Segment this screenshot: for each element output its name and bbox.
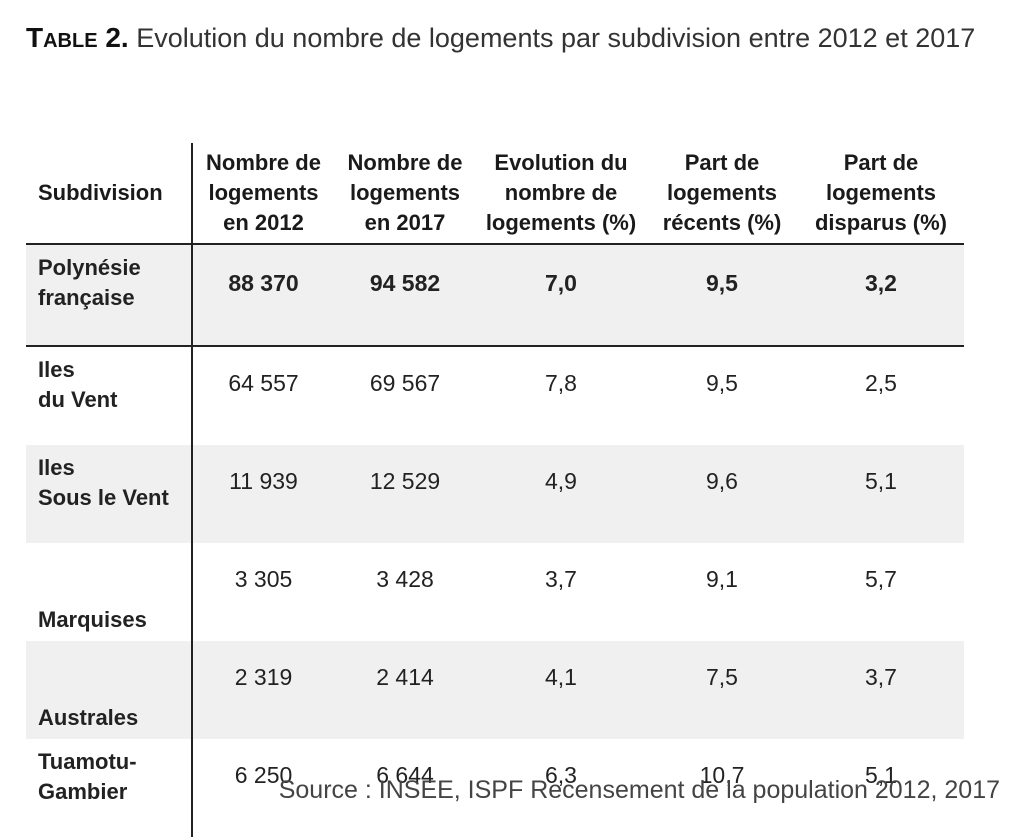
cell-logements-2017: 69 567 — [369, 370, 441, 396]
cell-part-recents: 9,6 — [646, 445, 798, 543]
cell-part-disparus: 5,1 — [865, 762, 897, 788]
cell-logements-2017: 2 414 — [334, 641, 476, 739]
cell-logements-2012: 6 250 — [234, 762, 293, 788]
cell-part-disparus: 3,2 — [798, 244, 964, 347]
header-logements-2012: Nombre de logements en 2012 — [192, 143, 334, 245]
header-subdivision: Subdivision — [26, 143, 193, 245]
cell-part-disparus: 3,7 — [798, 641, 964, 739]
cell-part-recents: 7,5 — [646, 641, 798, 739]
row-subdivision-name: Tuamotu- Gambier — [26, 739, 193, 837]
cell-evolution: 4,1 — [476, 641, 646, 739]
header-line: Part de — [843, 150, 919, 175]
cell-logements-2012: 11 939 — [192, 445, 334, 543]
cell-part-disparus: 5,7 — [865, 566, 897, 592]
header-line: Nombre de — [347, 150, 463, 175]
row-subdivision-name: Polynésie française — [26, 244, 193, 347]
table-row-iles-du-vent: Iles du Vent 64 557 69 567 7,8 9,5 2,5 — [26, 346, 964, 445]
cell-evolution: 6,3 — [545, 762, 577, 788]
cell-logements-2017: 94 582 — [334, 244, 476, 347]
header-line: Evolution du — [494, 150, 628, 175]
header-logements-2017: Nombre de logements en 2017 — [334, 143, 476, 245]
table-row-marquises: Marquises 3 305 3 428 3,7 9,1 5,7 — [26, 543, 964, 641]
cell-logements-2012: 2 319 — [192, 641, 334, 739]
cell-part-recents: 9,5 — [706, 370, 738, 396]
header-row: Subdivision Nombre de logements en 2012 … — [26, 143, 964, 245]
cell-evolution: 7,8 — [545, 370, 577, 396]
header-line: récents (%) — [662, 210, 782, 235]
table-row-iles-sous-le-vent: Iles Sous le Vent 11 939 12 529 4,9 9,6 … — [26, 445, 964, 543]
cell-evolution: 7,0 — [476, 244, 646, 347]
header-line: en 2012 — [223, 210, 304, 235]
table-row-polynesie-francaise: Polynésie française 88 370 94 582 7,0 9,… — [26, 244, 964, 347]
header-part-disparus: Part de logements disparus (%) — [798, 143, 964, 245]
row-subdivision-name: Marquises — [26, 543, 193, 641]
header-line: logements — [666, 180, 778, 205]
source-note: Source : INSEE, ISPF Recensement de la p… — [278, 776, 1000, 804]
row-subdivision-name: Australes — [26, 641, 193, 739]
cell-part-disparus: 2,5 — [865, 370, 897, 396]
header-line: logements (%) — [485, 210, 637, 235]
cell-evolution: 4,9 — [476, 445, 646, 543]
table-row-australes: Australes 2 319 2 414 4,1 7,5 3,7 — [26, 641, 964, 739]
header-evolution: Evolution du nombre de logements (%) — [476, 143, 646, 245]
header-line: Subdivision — [38, 180, 163, 205]
cell-logements-2017: 3 428 — [376, 566, 434, 592]
cell-logements-2012: 88 370 — [192, 244, 334, 347]
table-row-tuamotu-gambier: Tuamotu- Gambier 6 250 6 644 6,3 10,7 5,… — [26, 739, 964, 837]
housing-table: Subdivision Nombre de logements en 2012 … — [26, 143, 964, 837]
cell-logements-2012: 64 557 — [228, 370, 299, 396]
header-line: disparus (%) — [814, 210, 948, 235]
header-line: en 2017 — [364, 210, 446, 235]
header-line: logements — [825, 180, 937, 205]
cell-logements-2017: 12 529 — [334, 445, 476, 543]
table-number-label: Table 2. — [26, 22, 129, 53]
cell-part-disparus: 5,1 — [798, 445, 964, 543]
cell-evolution: 3,7 — [545, 566, 577, 592]
header-line: logements — [208, 180, 319, 205]
header-line: Part de — [684, 150, 760, 175]
row-subdivision-name: Iles du Vent — [26, 346, 193, 445]
cell-logements-2012: 3 305 — [234, 566, 293, 592]
header-line: logements — [349, 180, 461, 205]
table-title-text: Evolution du nombre de logements par sub… — [136, 23, 976, 53]
cell-part-recents: 9,5 — [646, 244, 798, 347]
header-line: nombre de — [504, 180, 618, 205]
cell-part-recents: 10,7 — [699, 762, 745, 788]
header-line: Nombre de — [206, 150, 321, 175]
row-subdivision-name: Iles Sous le Vent — [26, 445, 193, 543]
header-part-recents: Part de logements récents (%) — [646, 143, 798, 245]
table-title: Table 2. Evolution du nombre de logement… — [26, 22, 975, 54]
cell-logements-2017: 6 644 — [376, 762, 434, 788]
cell-part-recents: 9,1 — [706, 566, 738, 592]
